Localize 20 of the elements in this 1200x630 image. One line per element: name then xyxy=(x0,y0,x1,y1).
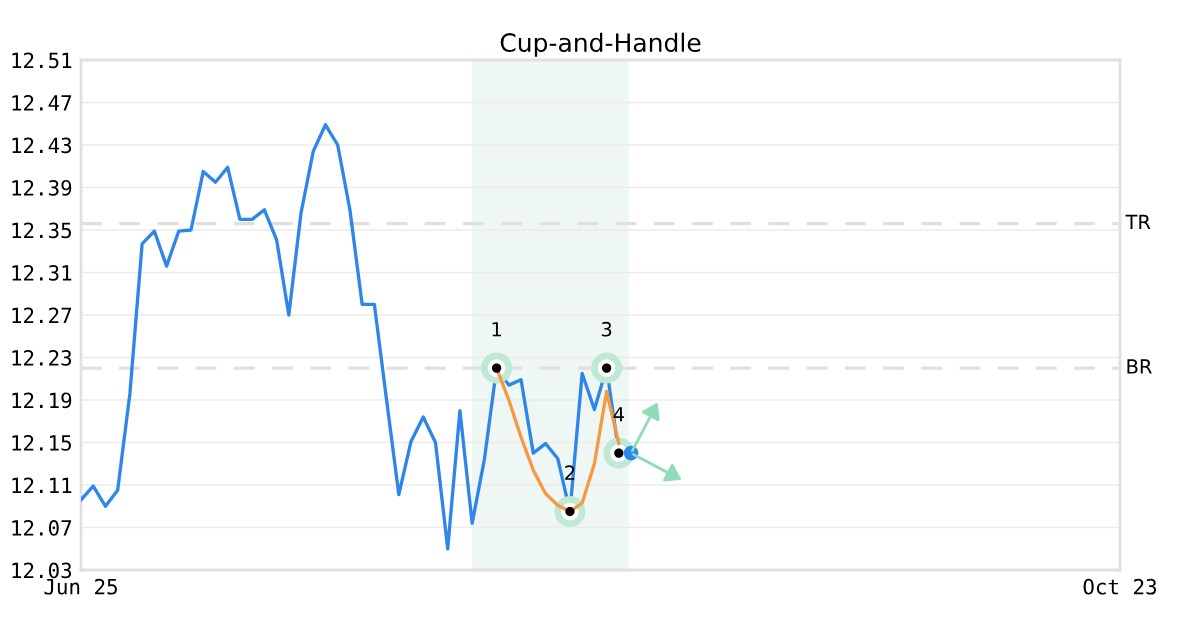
ref-line-label: BR xyxy=(1127,359,1152,374)
y-tick-label: 12.15 xyxy=(12,435,71,451)
chart-title: Cup-and-Handle xyxy=(500,32,701,57)
y-tick-label: 12.39 xyxy=(12,180,72,196)
y-tick-label: 12.23 xyxy=(12,350,72,366)
x-tick-label: Jun 25 xyxy=(44,578,117,595)
y-tick-label: 12.19 xyxy=(12,392,72,409)
ref-line-label: TR xyxy=(1125,214,1151,229)
y-tick-label: 12.35 xyxy=(12,222,71,239)
x-tick-label: Oct 23 xyxy=(1083,578,1157,595)
y-tick-label: 12.07 xyxy=(12,520,72,536)
y-tick-label: 12.51 xyxy=(12,52,72,69)
y-tick-label: 12.03 xyxy=(12,562,72,579)
y-tick-label: 12.11 xyxy=(12,477,72,493)
y-tick-label: 12.31 xyxy=(12,265,72,281)
y-tick-label: 12.27 xyxy=(12,307,72,323)
series-label: 3 xyxy=(601,321,612,337)
y-tick-label: 12.43 xyxy=(12,137,72,154)
series-label: 1 xyxy=(492,322,501,337)
y-tick-label: 12.47 xyxy=(12,95,72,111)
